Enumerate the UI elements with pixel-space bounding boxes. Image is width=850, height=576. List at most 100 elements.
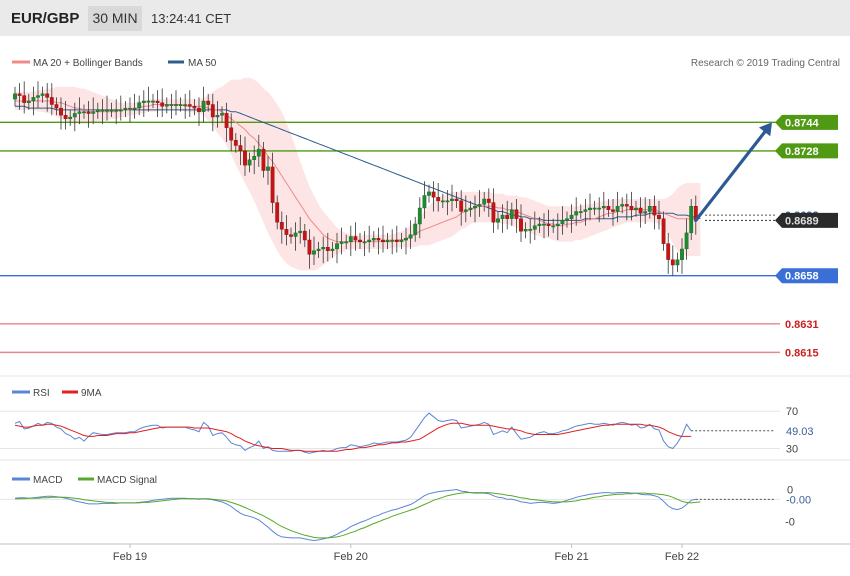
- candle-down: [611, 209, 615, 212]
- candle-up: [496, 218, 500, 223]
- candle: [100, 99, 105, 125]
- candle: [514, 199, 519, 233]
- candle: [31, 86, 36, 116]
- candle: [13, 86, 17, 107]
- candle-down: [279, 221, 284, 230]
- candle-up: [601, 205, 606, 209]
- rsi-axis: 70 30 49.03: [786, 406, 814, 455]
- candle-down: [17, 93, 22, 96]
- candle: [450, 184, 454, 212]
- candle-up: [82, 111, 86, 114]
- candle: [247, 152, 252, 173]
- candle: [192, 99, 197, 116]
- price-tag-bg-0: [775, 114, 838, 130]
- candle-up: [109, 109, 114, 112]
- candle-down: [657, 214, 661, 219]
- candle-down: [45, 93, 50, 98]
- candle-down: [59, 107, 63, 116]
- candle-up: [509, 209, 514, 219]
- candle: [417, 197, 422, 239]
- candle-up: [532, 225, 537, 230]
- candle-up: [565, 218, 569, 221]
- candle-up: [128, 107, 132, 110]
- candle: [670, 245, 675, 276]
- candle: [528, 218, 533, 244]
- candle: [293, 222, 298, 251]
- candle: [606, 199, 611, 217]
- candle: [238, 134, 243, 166]
- candle: [164, 97, 169, 114]
- candle: [569, 204, 574, 233]
- rsi-tick-label-1: 30: [786, 444, 798, 456]
- candle-up: [91, 111, 96, 114]
- candle-up: [390, 239, 395, 242]
- candle: [72, 102, 77, 132]
- candle: [592, 200, 597, 216]
- candle-up: [684, 232, 689, 250]
- candle: [597, 197, 602, 223]
- candle-up: [31, 97, 36, 102]
- candle-down: [353, 236, 358, 241]
- candle-up: [247, 159, 252, 166]
- candle: [160, 88, 165, 118]
- candle-down: [261, 148, 266, 171]
- candle: [486, 188, 491, 217]
- candle: [146, 86, 151, 112]
- candle-up: [413, 223, 418, 235]
- candle: [652, 195, 657, 230]
- candle-up: [523, 229, 528, 232]
- rsi-9ma-line: [14, 422, 692, 452]
- price-tag-bg-1: [775, 143, 838, 159]
- timeframe-badge[interactable]: 30 MIN: [88, 6, 142, 31]
- candle: [661, 211, 666, 251]
- candle-down: [431, 191, 436, 198]
- candle-down: [155, 100, 160, 103]
- candle-down: [210, 104, 215, 118]
- candle-up: [615, 205, 620, 212]
- candle: [459, 190, 464, 226]
- candle-down: [652, 205, 657, 216]
- candle: [496, 211, 500, 230]
- candle-up: [404, 238, 408, 241]
- price-tags: 0.87440.87280.86920.86890.86580.86310.86…: [775, 114, 838, 359]
- candle: [477, 190, 482, 217]
- price-tag-label-6: 0.8615: [785, 347, 819, 359]
- forecast-arrow: [694, 122, 772, 223]
- macd-lines: [14, 488, 775, 542]
- candle: [657, 200, 661, 230]
- candle: [220, 106, 224, 123]
- candle-up: [385, 239, 390, 242]
- candle-up: [77, 111, 82, 114]
- candle-up: [528, 229, 533, 231]
- candle: [376, 227, 381, 255]
- candle: [123, 100, 128, 118]
- candle-down: [302, 230, 307, 241]
- candle: [675, 252, 680, 273]
- candle: [643, 197, 648, 224]
- candle-up: [542, 223, 546, 226]
- candle-up: [675, 259, 680, 266]
- candle-down: [206, 100, 211, 105]
- candle-up: [164, 104, 169, 107]
- candle: [132, 93, 137, 119]
- rsi-lines: [14, 412, 775, 454]
- candle: [183, 93, 188, 119]
- x-tick-label-3: Feb 22: [665, 551, 699, 563]
- candle-up: [468, 207, 473, 210]
- candle: [565, 211, 569, 228]
- candle: [261, 141, 266, 178]
- candle: [233, 133, 238, 153]
- candle: [22, 81, 27, 114]
- candle: [588, 193, 592, 221]
- candle: [284, 215, 289, 246]
- candle: [229, 113, 234, 151]
- candle: [509, 202, 514, 226]
- legend-ma50-label: MA 50: [188, 58, 217, 69]
- candle: [551, 218, 556, 233]
- candle: [86, 100, 91, 128]
- candle-up: [399, 239, 404, 242]
- candle: [252, 145, 257, 175]
- candle-up: [348, 236, 353, 243]
- candle-down: [187, 104, 192, 107]
- candle-down: [160, 102, 165, 107]
